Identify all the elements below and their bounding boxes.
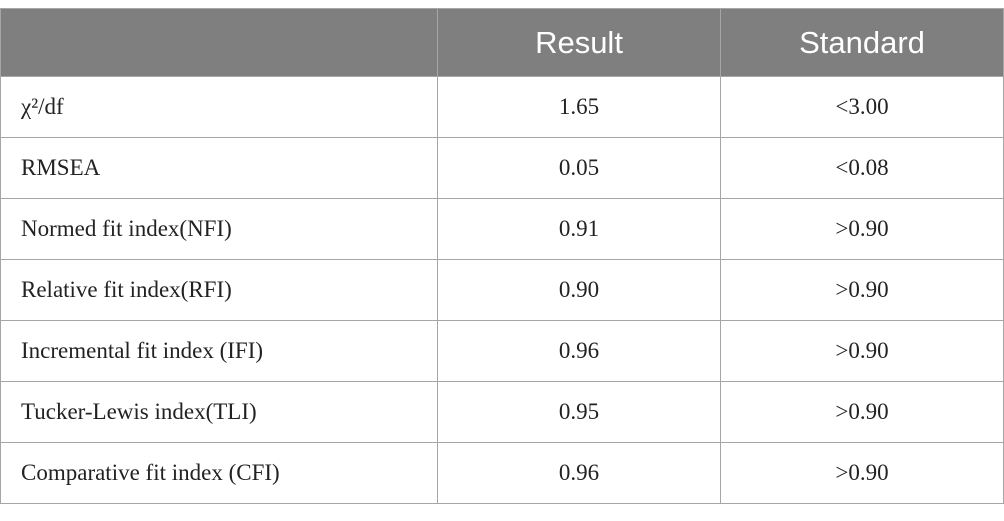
table-row: Tucker-Lewis index(TLI) 0.95 >0.90 <box>0 381 1004 443</box>
header-cell: Standard <box>720 8 1004 77</box>
value-cell: <0.08 <box>720 137 1004 199</box>
header-row: Result Standard <box>0 8 1004 77</box>
table-row: Incremental fit index (IFI) 0.96 >0.90 <box>0 320 1004 382</box>
value-cell: 0.90 <box>437 259 721 321</box>
value-cell: <3.00 <box>720 76 1004 138</box>
value-cell: 0.96 <box>437 442 721 504</box>
value-cell: >0.90 <box>720 442 1004 504</box>
header-cell <box>0 8 438 77</box>
table-row: Comparative fit index (CFI) 0.96 >0.90 <box>0 442 1004 504</box>
value-cell: 0.96 <box>437 320 721 382</box>
row-label: Comparative fit index (CFI) <box>0 442 438 504</box>
row-label: χ²/df <box>0 76 438 138</box>
value-cell: 0.91 <box>437 198 721 260</box>
table-body: χ²/df 1.65 <3.00 RMSEA 0.05 <0.08 Normed fit i… <box>0 76 1004 504</box>
table-row: Relative fit index(RFI) 0.90 >0.90 <box>0 259 1004 321</box>
table-row: RMSEA 0.05 <0.08 <box>0 137 1004 199</box>
header-cell: Result <box>437 8 721 77</box>
row-label: Tucker-Lewis index(TLI) <box>0 381 438 443</box>
value-cell: 1.65 <box>437 76 721 138</box>
value-cell: >0.90 <box>720 381 1004 443</box>
value-cell: 0.95 <box>437 381 721 443</box>
row-label: RMSEA <box>0 137 438 199</box>
row-label: Incremental fit index (IFI) <box>0 320 438 382</box>
value-cell: >0.90 <box>720 259 1004 321</box>
table-row: Normed fit index(NFI) 0.91 >0.90 <box>0 198 1004 260</box>
row-label: Normed fit index(NFI) <box>0 198 438 260</box>
fit-table: Result Standard χ²/df 1.65 <3.00 RMSEA 0.05 <… <box>0 8 1004 504</box>
value-cell: >0.90 <box>720 198 1004 260</box>
value-cell: >0.90 <box>720 320 1004 382</box>
row-label: Relative fit index(RFI) <box>0 259 438 321</box>
table-row: χ²/df 1.65 <3.00 <box>0 76 1004 138</box>
value-cell: 0.05 <box>437 137 721 199</box>
